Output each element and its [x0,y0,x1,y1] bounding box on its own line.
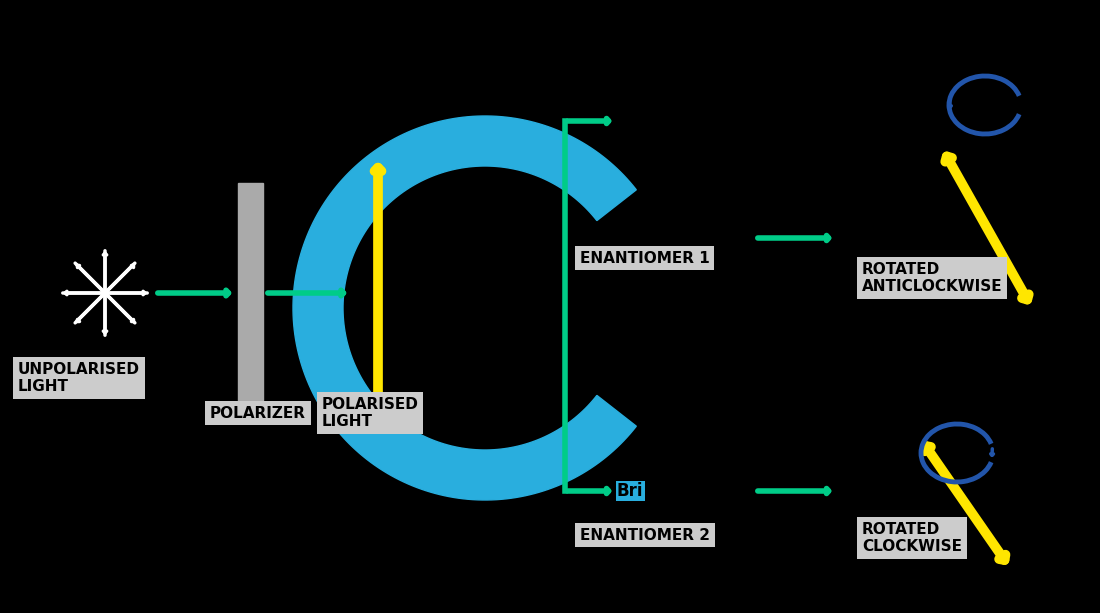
Text: Bri: Bri [617,482,643,500]
Text: POLARISED
LIGHT: POLARISED LIGHT [322,397,419,429]
Text: ROTATED
ANTICLOCKWISE: ROTATED ANTICLOCKWISE [862,262,1002,294]
Text: ENANTIOMER 1: ENANTIOMER 1 [580,251,710,265]
Polygon shape [293,116,636,500]
Text: ENANTIOMER 2: ENANTIOMER 2 [580,528,710,543]
Text: ROTATED
CLOCKWISE: ROTATED CLOCKWISE [862,522,962,554]
Text: UNPOLARISED
LIGHT: UNPOLARISED LIGHT [18,362,140,394]
Text: POLARIZER: POLARIZER [210,406,306,421]
Bar [238,183,263,403]
